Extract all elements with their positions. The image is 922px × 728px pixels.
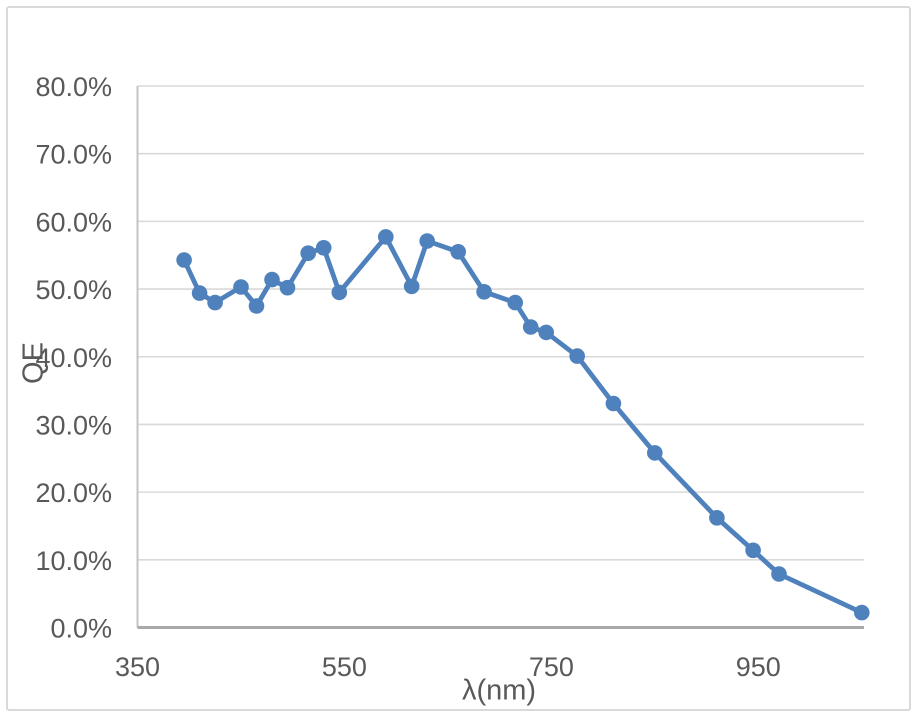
chart-frame (6, 6, 911, 711)
data-point-marker (605, 395, 622, 412)
data-point-marker (191, 285, 208, 301)
data-point-marker (476, 284, 492, 300)
data-point-marker (569, 348, 585, 364)
data-point-marker (264, 271, 280, 288)
y-tick-label: 50.0% (35, 275, 112, 305)
data-point-marker (403, 278, 420, 295)
data-point-marker (771, 566, 787, 582)
data-point-marker (176, 252, 192, 268)
data-point-marker (279, 279, 296, 296)
y-tick-label: 70.0% (35, 140, 112, 170)
y-axis-title: QE (17, 342, 50, 384)
data-point-marker (300, 245, 317, 261)
data-point-marker (419, 233, 436, 249)
data-point-marker (538, 324, 554, 341)
data-point-marker (207, 294, 223, 311)
data-point-marker (233, 279, 249, 295)
y-tick-label: 40.0% (35, 343, 112, 373)
data-point-marker (248, 298, 265, 314)
y-tick-label: 0.0% (50, 614, 112, 644)
data-point-marker (647, 445, 663, 461)
data-point-marker (745, 542, 761, 559)
y-tick-label: 80.0% (35, 72, 112, 102)
data-point-marker (854, 604, 870, 621)
data-point-marker (522, 319, 539, 335)
x-axis-title: λ(nm) (461, 674, 537, 707)
data-point-marker (331, 284, 348, 301)
data-point-marker (315, 240, 332, 256)
x-tick-label: 550 (322, 652, 367, 682)
y-tick-label: 20.0% (35, 478, 112, 508)
data-point-marker (709, 510, 725, 526)
y-tick-label: 30.0% (35, 410, 112, 440)
x-tick-label: 350 (115, 652, 160, 682)
y-tick-label: 10.0% (35, 546, 112, 576)
data-point-marker (378, 229, 394, 245)
data-point-marker (450, 244, 467, 260)
y-tick-label: 60.0% (35, 207, 112, 237)
data-point-marker (507, 294, 523, 311)
x-tick-label: 750 (529, 652, 574, 682)
x-tick-label: 950 (736, 652, 781, 682)
